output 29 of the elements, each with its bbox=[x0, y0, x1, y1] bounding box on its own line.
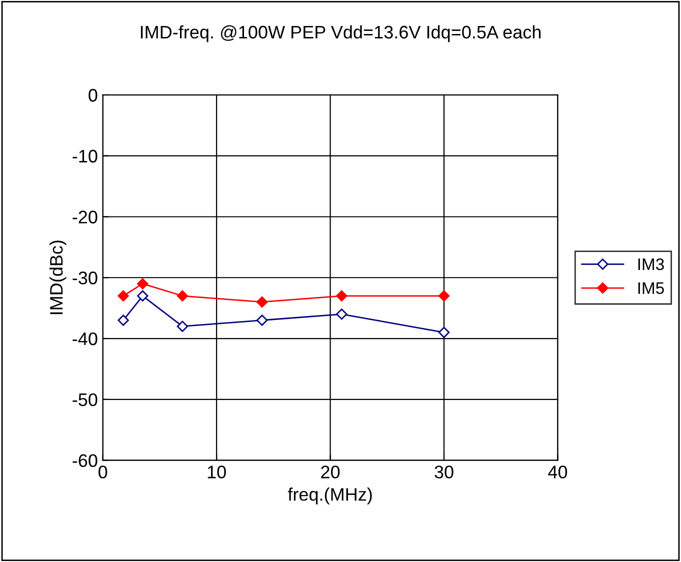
x-tick-label: 0 bbox=[98, 466, 108, 478]
y-tick-label: -20 bbox=[72, 210, 98, 224]
chart-title: IMD-freq. @100W PEP Vdd=13.6V Idq=0.5A each bbox=[140, 25, 541, 42]
y-tick-label: 0 bbox=[88, 88, 98, 102]
point bbox=[176, 290, 188, 302]
point bbox=[176, 320, 188, 332]
y-tick-label: -60 bbox=[72, 454, 98, 467]
point bbox=[336, 290, 348, 302]
point bbox=[256, 296, 268, 308]
y-tick-label: -50 bbox=[72, 393, 98, 406]
y-tick-label: -10 bbox=[72, 150, 98, 163]
x-axis-title: freq.(MHz) bbox=[288, 488, 372, 504]
x-tick-label: 30 bbox=[434, 466, 454, 478]
point bbox=[336, 308, 348, 320]
point bbox=[438, 290, 450, 302]
x-tick-label: 40 bbox=[548, 466, 568, 478]
point bbox=[137, 278, 148, 290]
x-tick-label: 20 bbox=[321, 466, 340, 478]
y-tick-label: -30 bbox=[72, 272, 98, 284]
point bbox=[256, 314, 268, 326]
y-axis-title: IMD(dBc) bbox=[49, 240, 66, 314]
point bbox=[118, 314, 129, 326]
point bbox=[438, 326, 450, 338]
point bbox=[137, 290, 148, 302]
legend-label: IM5 bbox=[638, 282, 664, 294]
y-tick-label: -40 bbox=[72, 332, 98, 346]
point bbox=[118, 290, 129, 302]
x-tick-label: 10 bbox=[208, 466, 226, 478]
legend-label: IM3 bbox=[638, 258, 664, 270]
